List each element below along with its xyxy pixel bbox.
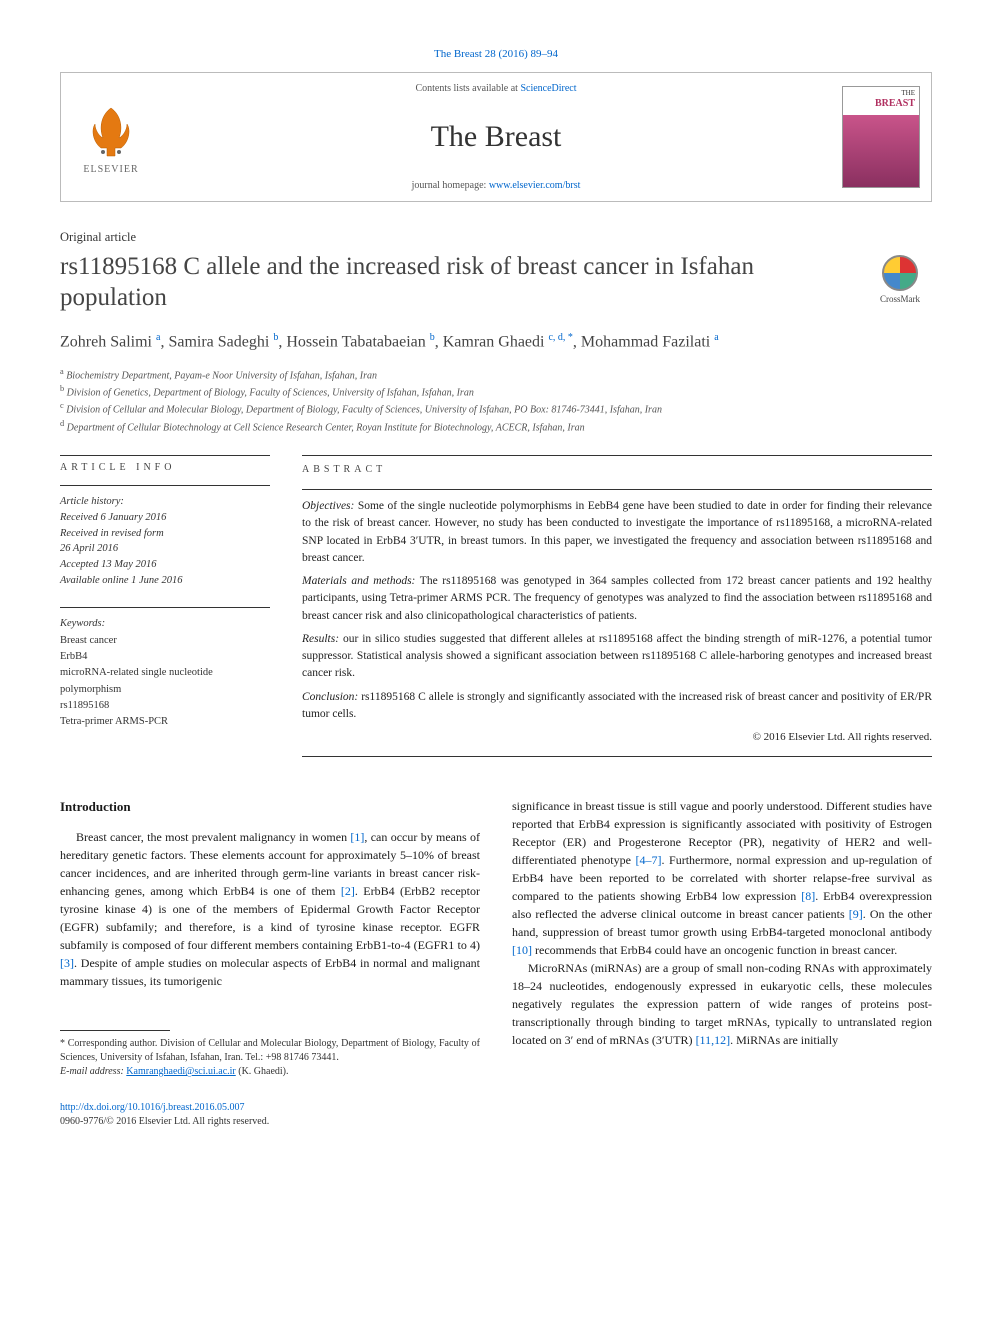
reference-link[interactable]: [9] [849, 907, 863, 921]
results-head: Results: [302, 633, 339, 645]
reference-link[interactable]: [3] [60, 956, 74, 970]
abstract-methods: Materials and methods: The rs11895168 wa… [302, 573, 932, 625]
abstract-body: Objectives: Some of the single nucleotid… [302, 489, 932, 757]
cover-label-top: THE [901, 89, 915, 97]
reference-link[interactable]: [8] [801, 889, 815, 903]
homepage-line: journal homepage: www.elsevier.com/brst [412, 180, 581, 191]
objectives-text: Some of the single nucleotide polymorphi… [302, 500, 932, 564]
cover-label-main: BREAST [875, 98, 915, 109]
journal-name: The Breast [431, 120, 562, 154]
article-title: rs11895168 C allele and the increased ri… [60, 251, 848, 314]
body-left-column: Introduction Breast cancer, the most pre… [60, 797, 480, 1130]
history-line: Accepted 13 May 2016 [60, 557, 270, 573]
issn-copyright-line: 0960-9776/© 2016 Elsevier Ltd. All right… [60, 1115, 480, 1129]
body-right-column: significance in breast tissue is still v… [512, 797, 932, 1130]
affiliation-line: b Division of Genetics, Department of Bi… [60, 383, 932, 400]
keywords-label: Keywords: [60, 616, 270, 632]
intro-paragraph-1: Breast cancer, the most prevalent malign… [60, 828, 480, 990]
history-line: Received in revised form [60, 526, 270, 542]
conclusion-head: Conclusion: [302, 691, 358, 703]
author-list: Zohreh Salimi a, Samira Sadeghi b, Hosse… [60, 330, 932, 354]
sciencedirect-link[interactable]: ScienceDirect [520, 83, 576, 94]
abstract-results: Results: our in silico studies suggested… [302, 631, 932, 683]
article-history: Article history: Received 6 January 2016… [60, 485, 270, 589]
intro-paragraph-1-cont: significance in breast tissue is still v… [512, 797, 932, 959]
corresponding-author-note: * Corresponding author. Division of Cell… [60, 1037, 480, 1065]
keyword: rs11895168 [60, 698, 270, 714]
history-label: Article history: [60, 494, 270, 510]
intro-paragraph-2: MicroRNAs (miRNAs) are a group of small … [512, 959, 932, 1049]
journal-cover-thumb: THE BREAST [842, 86, 920, 188]
affiliation-line: c Division of Cellular and Molecular Bio… [60, 400, 932, 417]
introduction-heading: Introduction [60, 797, 480, 817]
reference-link[interactable]: [10] [512, 943, 532, 957]
crossmark-icon [882, 255, 918, 291]
doi-link[interactable]: http://dx.doi.org/10.1016/j.breast.2016.… [60, 1102, 245, 1113]
citation-line: The Breast 28 (2016) 89–94 [60, 48, 932, 60]
publisher-logo-block: ELSEVIER [61, 73, 161, 201]
affiliations: a Biochemistry Department, Payam-e Noor … [60, 366, 932, 435]
contents-available-line: Contents lists available at ScienceDirec… [415, 83, 576, 94]
crossmark-badge[interactable]: CrossMark [868, 255, 932, 304]
body-text: Introduction Breast cancer, the most pre… [60, 797, 932, 1130]
history-line: Received 6 January 2016 [60, 510, 270, 526]
email-line: E-mail address: Kamranghaedi@sci.ui.ac.i… [60, 1065, 480, 1079]
masthead: ELSEVIER Contents lists available at Sci… [60, 72, 932, 202]
corresponding-email-link[interactable]: Kamranghaedi@sci.ui.ac.ir [126, 1066, 235, 1077]
keyword: ErbB4 [60, 649, 270, 665]
footnote-separator [60, 1030, 170, 1031]
methods-head: Materials and methods: [302, 575, 415, 587]
abstract-copyright: © 2016 Elsevier Ltd. All rights reserved… [302, 729, 932, 746]
footnotes: * Corresponding author. Division of Cell… [60, 1037, 480, 1079]
conclusion-text: rs11895168 C allele is strongly and sign… [302, 691, 932, 720]
abstract-header: ABSTRACT [302, 455, 932, 477]
email-person: (K. Ghaedi). [236, 1066, 289, 1077]
crossmark-label: CrossMark [880, 294, 920, 304]
article-type: Original article [60, 230, 932, 245]
masthead-center: Contents lists available at ScienceDirec… [161, 73, 831, 201]
affiliation-line: d Department of Cellular Biotechnology a… [60, 418, 932, 435]
page-container: The Breast 28 (2016) 89–94 ELSEVIER Cont… [0, 0, 992, 1169]
article-info-column: ARTICLE INFO Article history: Received 6… [60, 455, 270, 757]
abstract-column: ABSTRACT Objectives: Some of the single … [302, 455, 932, 757]
elsevier-tree-icon [81, 100, 141, 160]
keyword: microRNA-related single nucleotide polym… [60, 665, 270, 698]
reference-link[interactable]: [1] [350, 830, 364, 844]
homepage-prefix: journal homepage: [412, 180, 489, 191]
history-line: 26 April 2016 [60, 541, 270, 557]
reference-link[interactable]: [4–7] [635, 853, 661, 867]
homepage-link[interactable]: www.elsevier.com/brst [489, 180, 581, 191]
abstract-conclusion: Conclusion: rs11895168 C allele is stron… [302, 689, 932, 724]
email-label: E-mail address: [60, 1066, 124, 1077]
results-text: our in silico studies suggested that dif… [302, 633, 932, 680]
keywords-block: Keywords: Breast cancerErbB4microRNA-rel… [60, 607, 270, 731]
keyword: Tetra-primer ARMS-PCR [60, 714, 270, 730]
objectives-head: Objectives: [302, 500, 354, 512]
reference-link[interactable]: [11,12] [696, 1033, 731, 1047]
doi-block: http://dx.doi.org/10.1016/j.breast.2016.… [60, 1101, 480, 1129]
history-line: Available online 1 June 2016 [60, 573, 270, 589]
abstract-objectives: Objectives: Some of the single nucleotid… [302, 498, 932, 567]
contents-prefix: Contents lists available at [415, 83, 520, 94]
publisher-name: ELSEVIER [83, 164, 138, 175]
journal-cover-block: THE BREAST [831, 73, 931, 201]
affiliation-line: a Biochemistry Department, Payam-e Noor … [60, 366, 932, 383]
reference-link[interactable]: [2] [341, 884, 355, 898]
article-info-header: ARTICLE INFO [60, 455, 270, 473]
keyword: Breast cancer [60, 633, 270, 649]
